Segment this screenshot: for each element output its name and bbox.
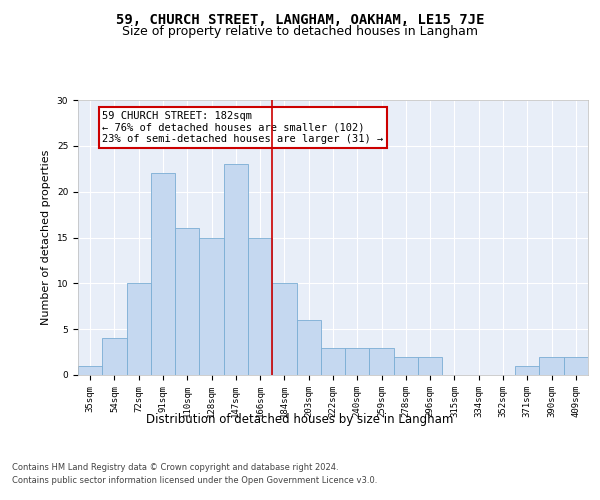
Bar xyxy=(418,356,442,375)
Bar xyxy=(539,356,564,375)
Bar xyxy=(345,348,370,375)
Text: Size of property relative to detached houses in Langham: Size of property relative to detached ho… xyxy=(122,25,478,38)
Bar xyxy=(394,356,418,375)
Text: 59 CHURCH STREET: 182sqm
← 76% of detached houses are smaller (102)
23% of semi-: 59 CHURCH STREET: 182sqm ← 76% of detach… xyxy=(102,111,383,144)
Bar xyxy=(199,238,224,375)
Bar xyxy=(127,284,151,375)
Bar xyxy=(175,228,199,375)
Bar xyxy=(564,356,588,375)
Bar xyxy=(78,366,102,375)
Bar xyxy=(370,348,394,375)
Text: Distribution of detached houses by size in Langham: Distribution of detached houses by size … xyxy=(146,412,454,426)
Y-axis label: Number of detached properties: Number of detached properties xyxy=(41,150,51,325)
Bar xyxy=(272,284,296,375)
Text: 59, CHURCH STREET, LANGHAM, OAKHAM, LE15 7JE: 59, CHURCH STREET, LANGHAM, OAKHAM, LE15… xyxy=(116,12,484,26)
Bar xyxy=(102,338,127,375)
Bar xyxy=(151,174,175,375)
Text: Contains HM Land Registry data © Crown copyright and database right 2024.: Contains HM Land Registry data © Crown c… xyxy=(12,462,338,471)
Bar xyxy=(224,164,248,375)
Text: Contains public sector information licensed under the Open Government Licence v3: Contains public sector information licen… xyxy=(12,476,377,485)
Bar xyxy=(321,348,345,375)
Bar xyxy=(248,238,272,375)
Bar xyxy=(296,320,321,375)
Bar xyxy=(515,366,539,375)
